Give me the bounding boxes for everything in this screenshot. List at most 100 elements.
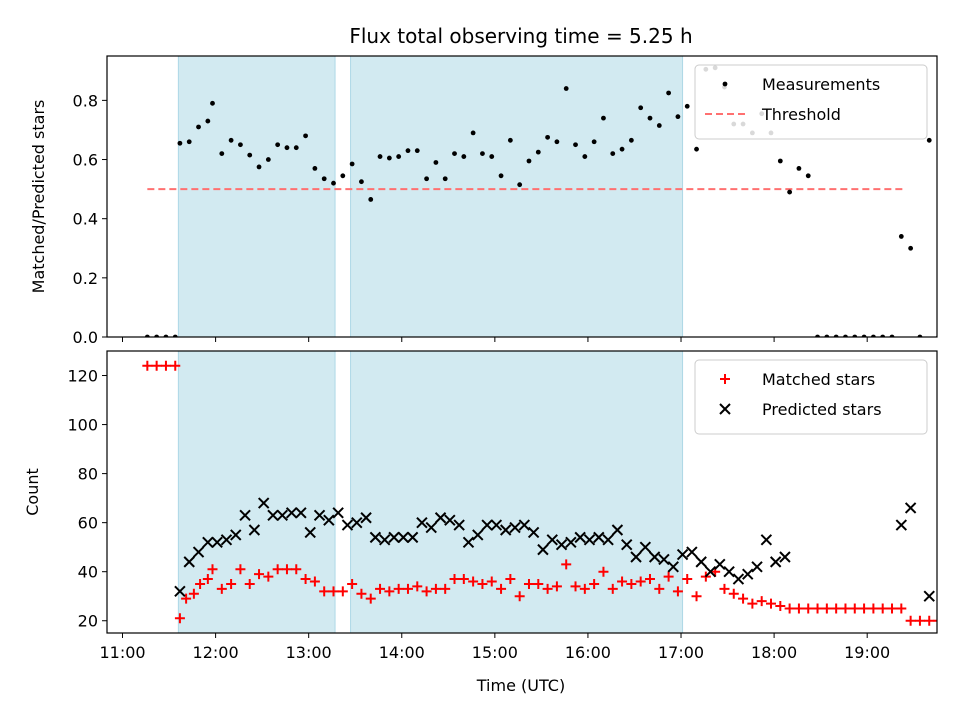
data-point (207, 564, 218, 575)
data-point (248, 524, 261, 536)
data-point (174, 613, 185, 624)
data-point (714, 558, 726, 571)
data-point (181, 593, 192, 604)
data-point (579, 583, 590, 594)
plot-area (142, 351, 960, 633)
data-point (945, 335, 950, 340)
data-point (257, 497, 270, 509)
data-point (468, 576, 479, 587)
data-point (654, 583, 665, 594)
data-point (256, 164, 262, 170)
chart-title: Flux total observing time = 5.25 h (349, 24, 692, 48)
data-point (406, 531, 419, 544)
data-point (601, 115, 606, 121)
y-tick-label: 0.2 (73, 269, 98, 288)
data-point (239, 509, 251, 522)
data-point (933, 619, 937, 622)
data-point (375, 583, 386, 594)
data-point (196, 124, 201, 130)
data-point (621, 539, 633, 551)
data-point (742, 568, 754, 580)
legend-label: Matched stars (762, 370, 875, 389)
data-point (676, 548, 689, 561)
data-point (756, 596, 767, 607)
data-point (526, 158, 532, 164)
data-point (470, 130, 476, 136)
data-point (952, 616, 960, 626)
data-point (211, 536, 223, 548)
data-point (486, 576, 497, 587)
data-point (784, 603, 795, 614)
data-point (323, 514, 335, 526)
data-point (210, 100, 215, 106)
legend-box (694, 359, 928, 435)
legend-marker (719, 403, 731, 415)
y-axis-title: Matched/Predicted stars (29, 100, 48, 294)
y-axis-title: Count (23, 468, 42, 516)
data-point (378, 534, 391, 546)
data-point (555, 539, 568, 551)
data-point (440, 583, 451, 594)
data-point (877, 603, 888, 614)
data-point (205, 118, 211, 124)
data-point (648, 551, 661, 563)
data-point (517, 182, 523, 188)
data-point (405, 148, 411, 154)
data-point (766, 598, 776, 609)
legend-label: Predicted stars (762, 400, 882, 419)
data-point (359, 179, 364, 185)
data-point (188, 588, 199, 599)
data-point (943, 616, 953, 626)
data-point (639, 541, 652, 553)
data-point (619, 146, 625, 152)
y-tick-label: 0.8 (73, 91, 98, 110)
data-point (309, 576, 320, 587)
data-point (304, 526, 316, 539)
legend-marker (720, 374, 730, 384)
data-point (923, 590, 935, 602)
y-tick-label: 60 (78, 514, 98, 533)
data-point (285, 507, 298, 519)
x-tick-label: 18:00 (751, 643, 797, 662)
data-point (626, 578, 637, 589)
data-point (666, 90, 672, 96)
data-point (472, 529, 484, 541)
data-point (341, 519, 354, 531)
data-point (905, 615, 916, 626)
y-tick-label: 120 (67, 367, 98, 386)
observing-window-1 (350, 351, 684, 633)
data-point (638, 105, 644, 111)
data-point (573, 142, 578, 148)
data-point (328, 586, 339, 597)
data-point (593, 531, 605, 544)
legend: Matched stars Predicted stars (694, 359, 928, 435)
data-point (803, 603, 814, 614)
x-tick-label: 13:00 (286, 643, 332, 662)
data-point (313, 509, 326, 522)
data-point (751, 561, 763, 573)
data-point (228, 137, 234, 143)
data-point (779, 551, 791, 563)
data-point (728, 588, 739, 599)
data-point (160, 360, 171, 371)
count-panel: 20 40 60 80 100 120 11:00 12:00 13:00 14:00 15:00 1… (23, 350, 960, 662)
data-point (489, 154, 495, 159)
data-point (663, 571, 674, 582)
data-point (226, 578, 237, 589)
y-tick-label: 20 (78, 612, 98, 631)
data-point (183, 556, 195, 568)
data-point (505, 574, 516, 585)
data-point (509, 521, 521, 534)
data-point (546, 534, 558, 546)
data-point (384, 586, 395, 597)
data-point (602, 534, 614, 546)
data-point (247, 152, 253, 158)
data-point (414, 148, 420, 154)
data-point (563, 86, 569, 91)
data-point (386, 155, 392, 161)
ratio-panel: 0.0 0.2 0.4 0.6 0.8 Matched/Predicted stars Me… (29, 55, 950, 347)
data-point (805, 173, 811, 179)
data-point (263, 571, 274, 582)
data-point (821, 603, 832, 614)
data-point (732, 573, 745, 585)
